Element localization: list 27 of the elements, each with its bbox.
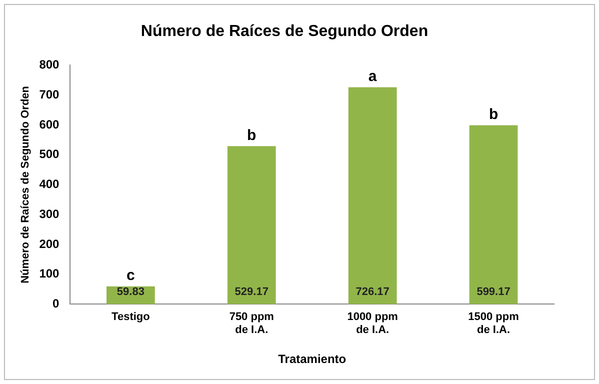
y-tick-label: 400 [39, 177, 60, 192]
annotation: b [488, 106, 498, 123]
y-tick-label: 0 [52, 296, 60, 311]
y-tick-label: 800 [39, 58, 60, 72]
y-tick-label: 100 [39, 266, 60, 281]
annotation: a [368, 68, 378, 85]
y-tick-label: 700 [39, 87, 60, 102]
chart-title: Número de Raíces de Segundo Orden [140, 23, 428, 40]
y-tick-label: 200 [39, 236, 60, 251]
y-tick-label: 600 [39, 117, 60, 132]
data-label: 599.17 [476, 286, 510, 298]
data-label: 726.17 [356, 286, 390, 298]
data-label: 59.83 [116, 286, 144, 298]
bar [348, 87, 397, 304]
y-tick-label: 500 [39, 147, 60, 162]
data-label: 529.17 [234, 286, 268, 298]
y-tick-label: 300 [39, 206, 60, 221]
x-tick-label: 750 ppm de I.A. [229, 310, 274, 336]
x-tick-label: Testigo [112, 310, 150, 323]
x-axis-title: Tratamiento [278, 352, 346, 366]
annotation: c [126, 266, 135, 284]
bar [469, 125, 518, 304]
annotation: b [247, 126, 256, 144]
x-tick-label: 1000 ppm de I.A. [347, 310, 398, 336]
y-axis-title: Número de Raíces de Segundo Orden [20, 86, 32, 284]
bar [227, 146, 276, 304]
x-tick-label: 1500 ppm de I.A. [468, 310, 520, 336]
